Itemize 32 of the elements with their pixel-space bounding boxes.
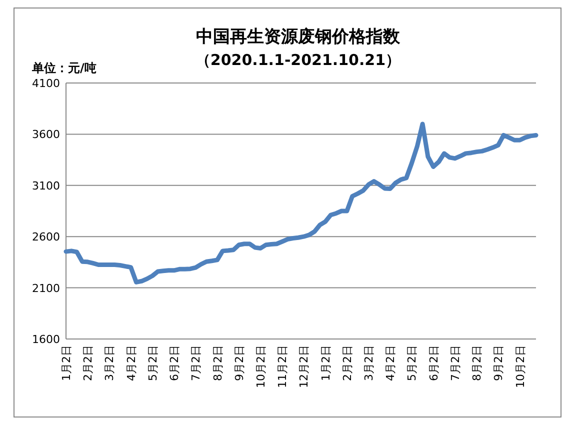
x-tick-label: 2月2日	[82, 345, 95, 381]
x-tick-label: 11月2日	[276, 345, 290, 388]
x-tick-label: 7月2日	[190, 345, 203, 381]
x-tick-label: 2月2日	[340, 345, 354, 381]
x-tick-label: 1月2日	[319, 345, 332, 381]
x-tick-label: 8月2日	[211, 345, 224, 381]
y-tick-label: 3600	[32, 128, 60, 142]
y-tick-label: 1600	[32, 333, 60, 346]
y-tick-label: 2600	[32, 230, 60, 244]
x-tick-label: 6月2日	[168, 345, 182, 381]
x-tick-label: 9月2日	[232, 345, 246, 381]
x-tick-label: 6月2日	[427, 345, 440, 381]
x-tick-label: 4月2日	[124, 345, 138, 381]
x-tick-label: 1月2日	[60, 345, 73, 381]
x-tick-label: 3月2日	[362, 345, 376, 381]
chart-subtitle: （2020.1.1-2021.10.21）	[195, 51, 401, 69]
chart-title: 中国再生资源废钢价格指数	[196, 27, 401, 47]
x-tick-label: 10月2日	[514, 345, 527, 388]
y-tick-label: 3100	[32, 179, 60, 192]
x-tick-label: 4月2日	[384, 345, 398, 381]
x-tick-label: 3月2日	[103, 345, 116, 381]
x-tick-label: 5月2日	[406, 345, 419, 381]
x-tick-label: 12月2日	[298, 345, 311, 388]
x-tick-label: 5月2日	[146, 345, 160, 381]
y-tick-label: 4100	[32, 77, 60, 90]
y-tick-label: 2100	[32, 282, 60, 295]
line-series	[64, 122, 538, 284]
x-tick-label: 7月2日	[448, 345, 462, 381]
y-axis-title: 单位：元/吨	[31, 61, 96, 75]
x-tick-label: 9月2日	[492, 345, 506, 381]
x-tick-label: 10月2日	[254, 345, 268, 388]
x-tick-label: 8月2日	[470, 345, 484, 381]
